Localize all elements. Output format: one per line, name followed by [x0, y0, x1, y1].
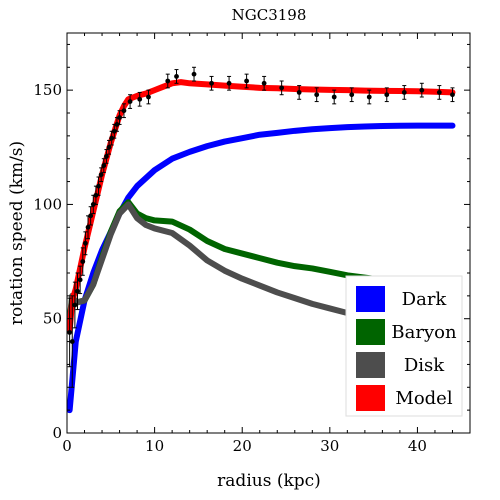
data-point [401, 90, 407, 95]
data-point [96, 183, 101, 189]
x-tick-label: 20 [233, 437, 252, 455]
data-point [331, 94, 337, 100]
data-point [165, 78, 171, 84]
data-point [191, 71, 197, 77]
data-point [88, 213, 94, 219]
y-tick-label: 150 [33, 81, 62, 99]
data-point [85, 224, 91, 230]
x-tick-label: 40 [408, 437, 427, 455]
y-tick-label: 0 [52, 424, 62, 442]
legend-swatch-baryon [356, 319, 385, 345]
data-point [69, 339, 75, 344]
data-point [279, 85, 285, 91]
data-point [146, 94, 151, 100]
data-point [90, 202, 96, 207]
legend-swatch-disk [356, 352, 385, 378]
data-point [109, 135, 115, 141]
legend-label-model: Model [395, 388, 452, 409]
y-tick-label: 100 [33, 195, 62, 213]
data-point [419, 87, 425, 93]
x-tick-label: 10 [145, 437, 164, 455]
y-axis-label: rotation speed (km/s) [7, 141, 27, 325]
data-point [174, 74, 179, 79]
plot-frame [66, 32, 471, 434]
observations-layer [67, 66, 455, 388]
data-point [209, 80, 214, 86]
y-tick-label: 50 [43, 310, 62, 328]
legend: Dark Baryon Disk Model [345, 275, 463, 417]
data-point [114, 122, 120, 127]
data-point [314, 92, 320, 98]
data-point [244, 78, 249, 84]
data-point [98, 172, 104, 178]
data-point [72, 302, 78, 308]
data-point [80, 259, 86, 264]
data-point [384, 92, 390, 98]
data-point [106, 144, 112, 150]
data-point [93, 192, 99, 198]
data-point [77, 277, 83, 283]
data-point [226, 80, 232, 86]
data-point [104, 154, 109, 159]
legend-swatch-model [356, 385, 385, 411]
data-point [117, 115, 122, 120]
data-point [67, 330, 73, 335]
legend-label-baryon: Baryon [391, 322, 457, 343]
data-point [111, 128, 117, 134]
legend-label-disk: Disk [404, 355, 445, 376]
data-point [296, 90, 302, 95]
data-point [101, 163, 107, 168]
axes-layer: 0 10 20 30 40 0 50 100 150 [33, 33, 470, 455]
data-point [436, 90, 442, 95]
data-point [75, 288, 80, 294]
chart-title: NGC3198 [232, 6, 307, 24]
data-point [127, 99, 133, 104]
data-point [137, 96, 143, 102]
data-point [450, 92, 455, 98]
x-tick-label: 0 [62, 437, 72, 455]
data-point [261, 80, 267, 86]
x-tick-label: 30 [320, 437, 339, 455]
data-point [366, 94, 372, 100]
data-point [82, 240, 88, 246]
legend-swatch-dark [356, 286, 385, 312]
legend-label-dark: Dark [402, 289, 448, 310]
data-point [349, 92, 355, 98]
x-axis-label: radius (kpc) [217, 471, 321, 491]
data-point [121, 108, 127, 114]
